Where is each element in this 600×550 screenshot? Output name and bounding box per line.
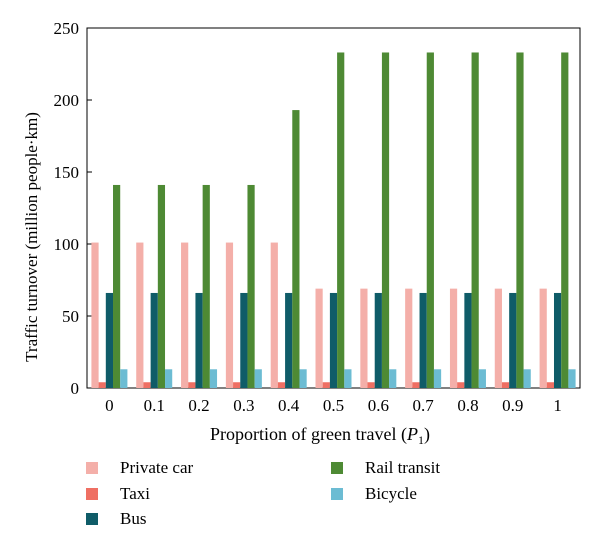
y-tick-label: 200 bbox=[54, 91, 80, 110]
bar-rail-transit bbox=[561, 52, 569, 388]
x-tick-label: 1 bbox=[553, 396, 562, 415]
bar-private-car bbox=[315, 288, 323, 388]
bar-bus bbox=[285, 292, 293, 388]
y-tick-label: 100 bbox=[54, 235, 80, 254]
x-tick-label: 0.2 bbox=[188, 396, 209, 415]
bar-bus bbox=[240, 292, 248, 388]
bar-private-car bbox=[181, 242, 189, 388]
bar-taxi bbox=[277, 382, 286, 388]
y-axis-label: Traffic turnover (million people·km) bbox=[22, 112, 41, 362]
bar-taxi bbox=[188, 382, 196, 388]
bar-bicycle bbox=[299, 369, 307, 388]
bar-bus bbox=[150, 292, 158, 388]
bar-taxi bbox=[322, 382, 330, 388]
bar-taxi bbox=[501, 382, 510, 388]
bar-taxi bbox=[143, 382, 151, 388]
x-tick-label: 0.1 bbox=[144, 396, 165, 415]
x-tick-label: 0.5 bbox=[323, 396, 344, 415]
x-axis-label: Proportion of green travel (P1) bbox=[210, 424, 430, 447]
y-tick-label: 50 bbox=[62, 307, 79, 326]
bar-rail-transit bbox=[381, 52, 390, 388]
bar-rail-transit bbox=[426, 52, 434, 388]
bar-bus bbox=[464, 292, 472, 388]
bar-taxi bbox=[457, 382, 465, 388]
bar-bus bbox=[419, 292, 427, 388]
bar-bicycle bbox=[254, 369, 262, 388]
bar-private-car bbox=[494, 288, 502, 388]
bar-bus bbox=[553, 292, 562, 388]
bar-private-car bbox=[539, 288, 547, 388]
bar-private-car bbox=[360, 288, 368, 388]
bar-bicycle bbox=[209, 369, 218, 388]
x-tick-label: 0.3 bbox=[233, 396, 254, 415]
x-tick-label: 0.9 bbox=[502, 396, 523, 415]
y-tick-label: 150 bbox=[54, 163, 80, 182]
bar-bicycle bbox=[523, 369, 531, 388]
bar-bicycle bbox=[344, 369, 352, 388]
bar-rail-transit bbox=[337, 52, 345, 388]
bar-taxi bbox=[233, 382, 241, 388]
bar-rail-transit bbox=[202, 184, 210, 388]
bar-taxi bbox=[546, 382, 554, 388]
bar-bus bbox=[329, 292, 338, 388]
bar-bus bbox=[509, 292, 517, 388]
bar-bicycle bbox=[389, 369, 397, 388]
bar-rail-transit bbox=[113, 184, 121, 388]
bar-rail-transit bbox=[292, 110, 300, 388]
x-tick-label: 0.7 bbox=[413, 396, 435, 415]
bar-rail-transit bbox=[516, 52, 524, 388]
bar-private-car bbox=[136, 242, 144, 388]
bar-bus bbox=[195, 292, 203, 388]
bar-bus bbox=[105, 292, 114, 388]
x-tick-label: 0.8 bbox=[457, 396, 478, 415]
bar-bicycle bbox=[433, 369, 442, 388]
bar-private-car bbox=[405, 288, 413, 388]
x-tick-label: 0.6 bbox=[368, 396, 389, 415]
bar-rail-transit bbox=[247, 184, 255, 388]
x-tick-label: 0.4 bbox=[278, 396, 300, 415]
bar-bicycle bbox=[165, 369, 173, 388]
bar-rail-transit bbox=[471, 52, 479, 388]
bar-bus bbox=[374, 292, 382, 388]
bar-rail-transit bbox=[157, 184, 166, 388]
bar-taxi bbox=[98, 382, 106, 388]
bar-taxi bbox=[412, 382, 420, 388]
bar-private-car bbox=[225, 242, 234, 388]
bar-private-car bbox=[91, 242, 99, 388]
bar-bicycle bbox=[478, 369, 486, 388]
y-tick-label: 250 bbox=[54, 19, 80, 38]
bar-bicycle bbox=[120, 369, 128, 388]
x-tick-label: 0 bbox=[105, 396, 114, 415]
bar-taxi bbox=[367, 382, 375, 388]
bar-bicycle bbox=[568, 369, 576, 388]
bar-private-car bbox=[449, 288, 458, 388]
y-tick-label: 0 bbox=[71, 379, 80, 398]
bar-private-car bbox=[270, 242, 278, 388]
